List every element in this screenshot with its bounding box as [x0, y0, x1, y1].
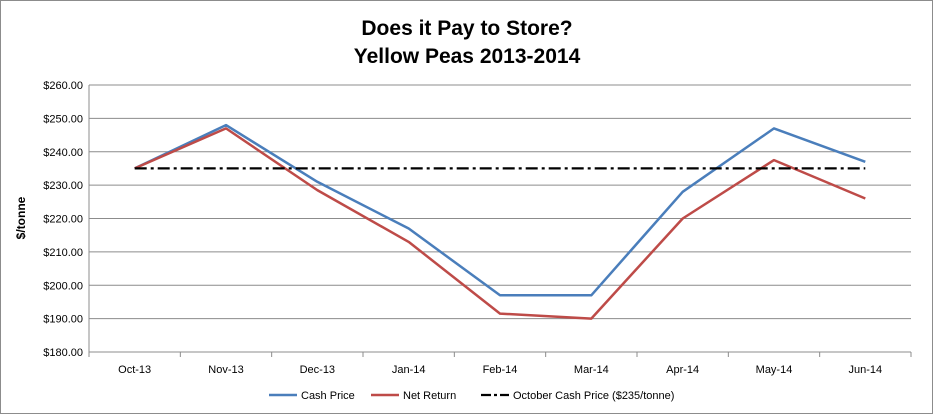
x-tick-label: Mar-14 — [574, 364, 609, 376]
legend-entry: October Cash Price ($235/tonne) — [513, 390, 674, 402]
y-tick-label: $230.00 — [43, 180, 83, 192]
chart-subtitle: Yellow Peas 2013-2014 — [354, 45, 581, 68]
y-tick-label: $190.00 — [43, 314, 83, 326]
x-tick-label: Jan-14 — [392, 364, 426, 376]
x-tick-label: Dec-13 — [300, 364, 335, 376]
series-line-1 — [134, 123, 866, 297]
series-line-2 — [134, 127, 866, 320]
axes — [88, 85, 912, 357]
x-tick-label: Feb-14 — [483, 364, 518, 376]
y-tick-label: $220.00 — [43, 214, 83, 226]
gridlines — [89, 84, 911, 353]
chart-title: Does it Pay to Store? — [361, 17, 572, 40]
x-tick-labels: Oct-13 Nov-13 Dec-13 Jan-14 Feb-14 Mar-14 Apr-… — [118, 364, 882, 376]
y-tick-label: $250.00 — [43, 113, 83, 125]
y-tick-label: $260.00 — [43, 80, 83, 92]
y-tick-label: $180.00 — [43, 347, 83, 359]
x-tick-label: May-14 — [756, 364, 793, 376]
x-tick-label: Apr-14 — [666, 364, 699, 376]
x-tick-label: Nov-13 — [208, 364, 243, 376]
x-tick-label: Jun-14 — [849, 364, 883, 376]
series-lines — [134, 123, 866, 320]
y-tick-labels: $180.00 $190.00 $200.00 $210.00 $220.00 $230.… — [43, 80, 83, 359]
legend-entry: Cash Price — [301, 390, 355, 402]
y-axis-label: $/tonne — [14, 196, 28, 239]
y-tick-label: $240.00 — [43, 147, 83, 159]
y-tick-label: $200.00 — [43, 280, 83, 292]
x-tick-label: Oct-13 — [118, 364, 151, 376]
legend: Cash Price Net Return October Cash Price (… — [269, 390, 674, 402]
legend-entry: Net Return — [403, 390, 456, 402]
y-tick-label: $210.00 — [43, 247, 83, 259]
